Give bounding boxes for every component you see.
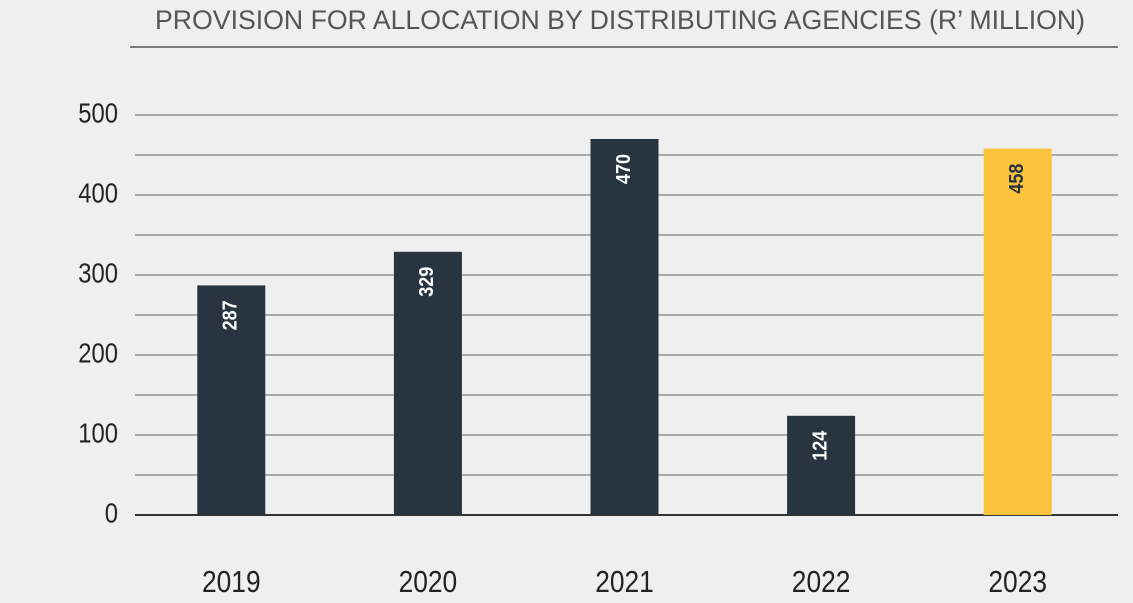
value-label: 287 (220, 300, 242, 330)
bar (983, 148, 1052, 515)
bar (590, 139, 659, 515)
x-tick-label: 2019 (202, 565, 261, 599)
value-label: 470 (613, 154, 635, 184)
bar (197, 285, 266, 515)
x-tick-label: 2020 (399, 565, 458, 599)
y-tick-label: 300 (78, 257, 118, 289)
x-tick-label: 2021 (595, 565, 654, 599)
x-tick-label: 2022 (792, 565, 851, 599)
y-tick-label: 500 (78, 97, 118, 129)
x-tick-label: 2023 (988, 565, 1047, 599)
chart-title: PROVISION FOR ALLOCATION BY DISTRIBUTING… (155, 5, 1085, 35)
y-tick-label: 0 (105, 497, 118, 529)
value-label: 458 (1006, 164, 1028, 194)
y-tick-label: 100 (78, 417, 118, 449)
value-label: 329 (416, 267, 438, 297)
bar (393, 251, 462, 516)
y-tick-label: 400 (78, 177, 118, 209)
y-tick-label: 200 (78, 337, 118, 369)
value-label: 124 (810, 430, 832, 460)
bar (787, 415, 856, 515)
